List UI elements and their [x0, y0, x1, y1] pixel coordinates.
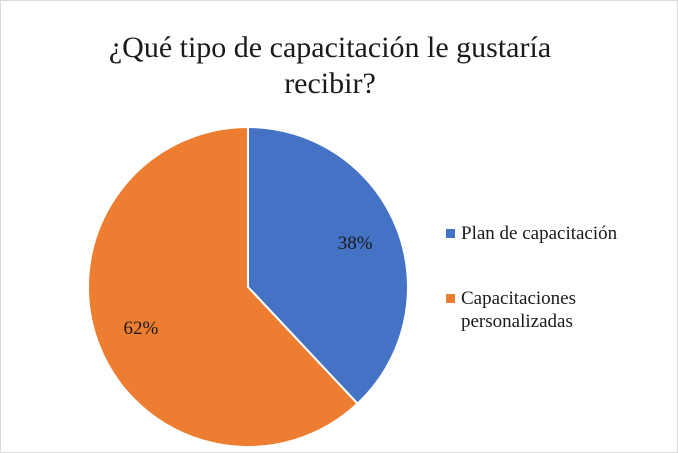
- legend-swatch: [446, 294, 455, 303]
- legend-swatch: [446, 229, 455, 238]
- legend-label: Capacitaciones personalizadas: [461, 288, 577, 332]
- pie-slice: [247, 125, 409, 406]
- pie-slice: [87, 125, 359, 448]
- legend-label: Plan de capacitación: [461, 223, 618, 244]
- data-label: 38%: [338, 233, 373, 254]
- data-label: 62%: [123, 318, 158, 339]
- legend-item: Capacitaciones personalizadas: [446, 287, 666, 333]
- chart-title: ¿Qué tipo de capacitación le gustaría re…: [108, 31, 552, 100]
- legend-item: Plan de capacitación: [446, 222, 666, 245]
